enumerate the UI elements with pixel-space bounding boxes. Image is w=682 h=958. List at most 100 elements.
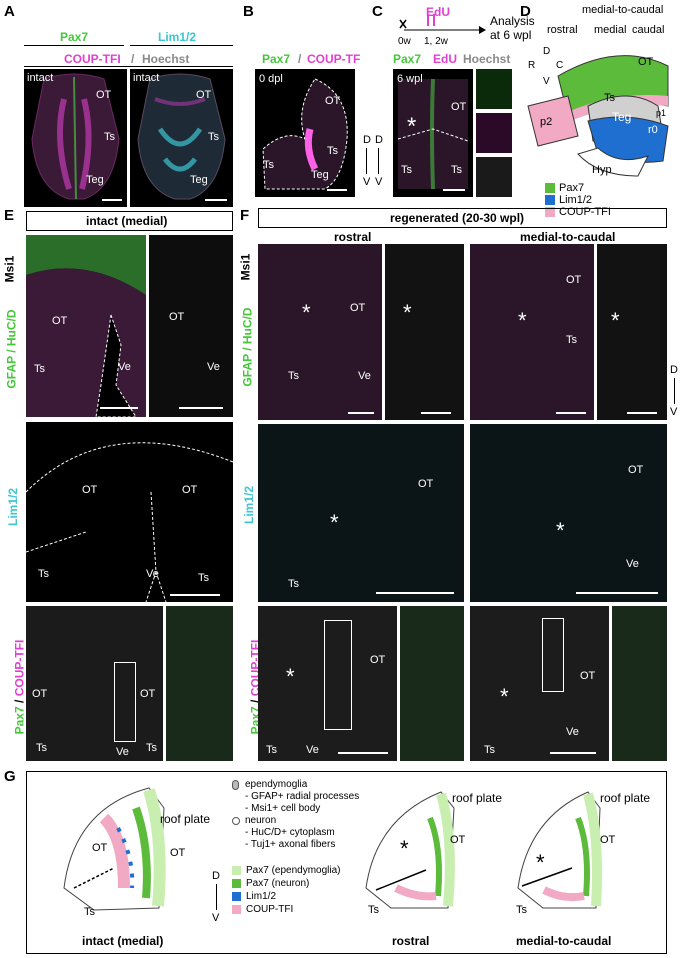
panel-d-hyp: Hyp — [592, 164, 612, 176]
panel-g-ts-1: Ts — [84, 906, 95, 918]
panel-g-schematic-caudal — [517, 791, 602, 909]
panel-g-ts-2: Ts — [368, 904, 379, 916]
panel-e-row3-zoom — [166, 606, 233, 761]
panel-b-ts-1: Ts — [263, 159, 274, 171]
panel-e-couptfi: COUP-TFI — [12, 639, 27, 697]
panel-e-title-box — [26, 211, 233, 231]
panel-f-row1-caudal-a: * OT Ts — [470, 244, 594, 420]
panel-g-legend-item: Pax7 (neuron) — [232, 877, 341, 890]
panel-c-pax7-label: Pax7 — [393, 52, 422, 66]
panel-f-r2-ot-2: OT — [628, 464, 644, 476]
panel-c-time1: 1, 2w — [424, 36, 448, 47]
panel-f-r1-scalebar-3 — [556, 412, 586, 414]
panel-c-hoechst-label: Hoechst — [463, 52, 511, 66]
panel-d-ot: OT — [638, 56, 654, 68]
panel-e-lim-label: Lim1/2 — [6, 487, 21, 527]
panel-g-ot-1b: OT — [170, 847, 186, 859]
panel-d-legend: Pax7 Lim1/2 COUP-TFI — [545, 182, 611, 218]
legend-label: COUP-TFI — [559, 206, 611, 218]
panel-g-legend: Pax7 (ependymoglia) Pax7 (neuron) Lim1/2… — [232, 864, 341, 916]
panel-b-ot: OT — [325, 95, 341, 107]
panel-g-caption-1: intact (medial) — [82, 934, 164, 948]
legend-swatch — [545, 183, 555, 193]
panel-b-sep: / — [298, 52, 302, 66]
panel-f-r2-ve-2: Ve — [626, 558, 639, 570]
panel-f-axis-d: D — [670, 364, 678, 376]
panel-g-notes: ependymoglia - GFAP+ radial processes - … — [232, 779, 359, 851]
panel-e-msi1-label: Msi1 — [2, 255, 17, 283]
panel-f-r3-scalebar-1 — [338, 752, 388, 754]
neuron-icon — [232, 817, 240, 825]
panel-g-legend-item: Pax7 (ependymoglia) — [232, 864, 341, 877]
panel-c-ts-1: Ts — [401, 164, 412, 176]
scissors-icon — [399, 19, 407, 29]
panel-c-edu-top: EdU — [426, 5, 450, 19]
panel-b-axis-arrow — [366, 148, 367, 174]
legend-swatch — [545, 207, 555, 217]
panel-f-r1-ts-3: Ts — [566, 334, 577, 346]
panel-b-tissue — [262, 78, 348, 190]
panel-e-row2: OT OT Ts Ve Ts — [26, 422, 233, 602]
panel-d-teg: Teg — [612, 110, 632, 124]
panel-f-r1-star-2: * — [403, 300, 412, 325]
panel-f-axis-v: V — [670, 406, 678, 418]
panel-f-col1: rostral — [334, 230, 372, 244]
panel-e-row1-a-tissue — [26, 235, 146, 417]
panel-f-r3-ot-1: OT — [370, 654, 386, 666]
panel-e-r2-ot-1: OT — [82, 484, 98, 496]
panel-e-pax7: Pax7 — [12, 706, 27, 735]
panel-d-medial: medial — [594, 24, 627, 36]
panel-a-scalebar-1 — [102, 199, 122, 201]
panel-a-tissue-1 — [31, 73, 120, 200]
panel-f-r3-ot-2: OT — [580, 670, 596, 682]
panel-e-r1-ot: OT — [52, 315, 68, 327]
panel-e-r3-box — [114, 662, 136, 742]
panel-e-row1-b: OT Ve — [149, 235, 233, 417]
panel-f-row3-caudal: * OT Ts Ve — [470, 606, 609, 761]
panel-f-r1-scalebar-2 — [421, 412, 451, 414]
panel-d-axis-r: R — [528, 60, 536, 71]
panel-f-r3-star-2: * — [500, 684, 509, 709]
panel-a-rule-3 — [24, 66, 233, 67]
panel-f-title-box — [258, 208, 667, 228]
panel-e-r3-ve: Ve — [116, 746, 129, 758]
legend-swatch — [232, 866, 241, 875]
panel-e-row3: OT OT Ts Ve Ts — [26, 606, 163, 761]
panel-e-sep: / — [12, 699, 27, 703]
panel-c-star: * — [407, 113, 417, 140]
panel-g-axis-arrow — [216, 884, 217, 910]
panel-e-row2-tissue — [26, 442, 233, 602]
panel-f-r2-ot-1: OT — [418, 478, 434, 490]
panel-b-scalebar — [327, 189, 347, 191]
panel-g-axis-v: V — [212, 912, 220, 924]
panel-a-scalebar-2 — [205, 199, 227, 201]
legend-swatch — [232, 879, 241, 888]
panel-b-dpl: 0 dpl — [259, 73, 283, 85]
note-row: - Msi1+ cell body — [245, 803, 321, 814]
panel-g-schematic-intact — [63, 787, 166, 911]
note-text: neuron — [245, 815, 277, 826]
panel-a-lim-label: Lim1/2 — [158, 30, 197, 44]
panel-d-axis-d: D — [543, 46, 551, 57]
panel-e-gfap-label: GFAP / HuC/D — [4, 309, 19, 389]
panel-a-teg-2: Teg — [190, 174, 208, 186]
panel-g-roof-1: roof plate — [160, 812, 211, 826]
panel-b-axis-v: V — [363, 176, 371, 188]
panel-a-rule-2 — [130, 45, 233, 46]
panel-e-r1b-ve: Ve — [207, 361, 220, 373]
panel-f-title: regenerated (20-30 wpl) — [390, 211, 525, 225]
ependymoglia-icon — [232, 780, 239, 790]
panel-g-ot-1a: OT — [92, 842, 108, 854]
note-row: neuron — [232, 815, 359, 827]
panel-a-intact-2: intact — [133, 72, 160, 84]
panel-f-axis-arrow — [674, 378, 675, 404]
panel-a-image-1: intact OT Ts Teg — [24, 69, 127, 207]
panel-a-rule-1 — [24, 45, 124, 46]
panel-a-teg-1: Teg — [86, 174, 104, 186]
panel-c-ot: OT — [451, 101, 467, 113]
panel-f-row1-rostral-b: * — [385, 244, 464, 420]
panel-g-frame — [26, 771, 667, 954]
panel-d-axis-c: C — [556, 60, 564, 71]
legend-swatch — [232, 892, 241, 901]
note-row: - GFAP+ radial processes — [245, 791, 360, 802]
